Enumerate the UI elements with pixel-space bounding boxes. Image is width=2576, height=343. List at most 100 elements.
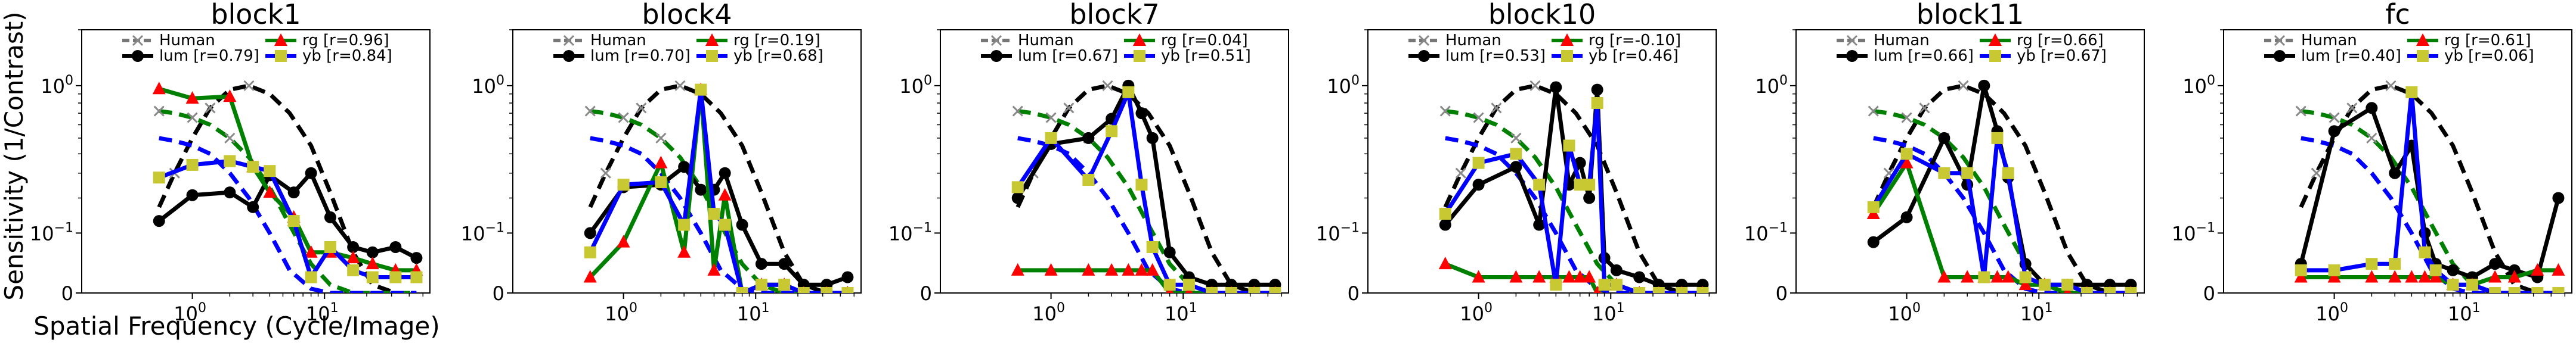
legend-lum-label: lum [r=0.67]	[1018, 47, 1118, 65]
human-yb-line	[1017, 136, 1275, 293]
human-lum-point	[1530, 80, 1541, 91]
legend-yb-label: yb [r=0.06]	[2444, 47, 2534, 65]
human-lum-point	[2311, 167, 2322, 179]
legend-human-label: Human	[159, 32, 215, 49]
human-lum-point	[1455, 167, 1466, 179]
series-rg-point	[152, 82, 166, 95]
series-yb-point	[736, 287, 748, 293]
legend-rg-label: rg [r=0.61]	[2444, 32, 2531, 49]
series-yb-point	[2366, 258, 2378, 270]
legend-lum-label: lum [r=0.40]	[2301, 47, 2401, 65]
legend-rg-marker	[1561, 33, 1574, 46]
series-lum-point	[1583, 192, 1596, 204]
series-yb-point	[2389, 258, 2401, 270]
series-rg-point	[2531, 263, 2544, 276]
series-rg-point	[718, 188, 732, 201]
series-rg-line	[1871, 161, 2131, 293]
series-rg-point	[1472, 270, 1485, 283]
series-rg-point	[1900, 155, 1914, 169]
series-yb-point	[2552, 287, 2565, 293]
series-yb-point	[264, 165, 276, 177]
series-rg-point	[185, 91, 199, 104]
series-rg-point	[1011, 263, 1024, 276]
series-yb-point	[1978, 271, 1990, 283]
series-lum-point	[719, 167, 731, 179]
series-lum-point	[1135, 107, 1148, 120]
legend-yb-label: yb [r=0.68]	[733, 47, 823, 65]
series-yb-point	[708, 207, 720, 220]
series-lum-point	[305, 167, 317, 179]
human-rg-point	[1901, 112, 1912, 123]
legend-lum-marker	[563, 50, 575, 62]
panel-title: block7	[1069, 0, 1159, 30]
series-rg-line	[158, 86, 417, 273]
legend-yb-label: yb [r=0.51]	[1161, 47, 1251, 65]
series-yb-point	[186, 158, 199, 171]
series-yb-point	[778, 279, 791, 291]
human-lum-point	[1063, 102, 1075, 114]
human-lum-point	[2346, 102, 2358, 114]
panel-title: block1	[210, 0, 301, 30]
series-yb-point	[1676, 287, 1688, 293]
legend-human-label: Human	[1445, 32, 1501, 49]
series-yb-point	[1867, 201, 1880, 213]
legend-yb-marker	[1989, 50, 2001, 62]
y-tick-label: 100	[2182, 73, 2215, 98]
human-lum-point	[243, 80, 255, 91]
human-rg-point	[1439, 105, 1451, 117]
x-tick-label: 101	[2448, 301, 2481, 325]
series-yb-point	[617, 179, 630, 191]
series-rg-point	[707, 263, 721, 276]
series-yb-point	[2489, 287, 2501, 293]
human-rg-point	[2329, 112, 2340, 123]
plot-area	[583, 80, 854, 293]
series-rg-point	[2294, 270, 2308, 283]
legend-lum-marker	[132, 50, 144, 62]
series-lum-point	[1439, 219, 1451, 231]
series-lum-point	[1633, 271, 1646, 283]
legend-human-label: Human	[590, 32, 646, 49]
series-yb-point	[1591, 97, 1603, 110]
legend-yb-label: yb [r=0.67]	[2017, 47, 2107, 65]
series-lum-point	[2328, 125, 2340, 138]
series-yb-point	[1533, 179, 1546, 191]
human-rg-point	[2295, 105, 2306, 117]
series-lum-point	[410, 252, 423, 264]
legend-rg-marker	[1989, 33, 2002, 46]
y-tick-label: 0	[1348, 282, 1360, 305]
human-lum-point	[2385, 80, 2397, 91]
legend-lum-marker	[990, 50, 1002, 62]
legend-human-marker	[2274, 35, 2286, 46]
series-rg-point	[2418, 270, 2432, 283]
series-yb-point	[1248, 287, 1261, 293]
series-yb-point	[2104, 287, 2116, 293]
human-lum-point	[1919, 102, 1930, 114]
series-rg-point	[366, 257, 379, 270]
legend-lum-label: lum [r=0.70]	[590, 47, 691, 65]
legend-rg-label: rg [r=0.66]	[2017, 32, 2104, 49]
series-lum-point	[1510, 161, 1522, 173]
human-lum-point	[1102, 80, 1113, 91]
series-rg-point	[263, 185, 277, 198]
series-rg-point	[1562, 270, 1576, 283]
legend-rg-marker	[2416, 33, 2429, 46]
series-lum-point	[755, 258, 767, 270]
series-yb-point	[1163, 279, 1176, 291]
plot-frame	[2223, 29, 2572, 294]
series-rg-point	[2001, 270, 2015, 283]
plot-area	[152, 80, 423, 293]
series-rg-point	[1583, 270, 1596, 283]
series-rg-point	[2327, 270, 2341, 283]
series-rg-point	[2429, 270, 2442, 283]
legend-yb-label: yb [r=0.84]	[302, 47, 392, 65]
series-rg-point	[2552, 263, 2565, 276]
panel-title: block10	[1488, 0, 1596, 30]
series-lum-point	[389, 241, 402, 253]
series-yb-point	[347, 264, 360, 276]
series-rg-point	[1990, 270, 2004, 283]
series-rg-point	[2388, 270, 2402, 283]
series-lum-point	[1082, 132, 1095, 144]
plot-area	[2294, 80, 2565, 293]
